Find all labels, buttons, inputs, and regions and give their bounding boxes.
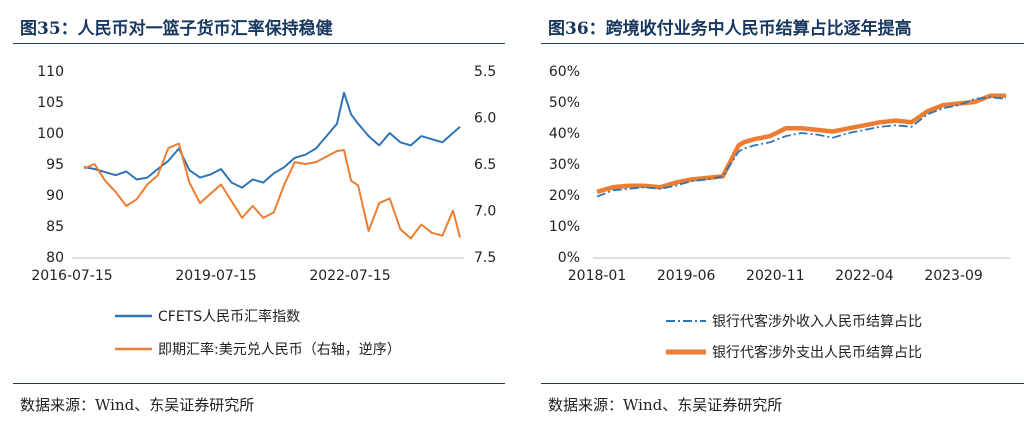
- y-tick-label: 10%: [549, 219, 580, 235]
- y-tick-label: 0%: [558, 250, 580, 266]
- x-tick-label: 2022-07-15: [309, 268, 390, 284]
- x-tick-label: 2019-06: [657, 268, 716, 284]
- cfets-usdcny-chart: 80 85 90 95 100 105 110 5.5 6.0 6.5 7.0 7.5 2016-07-…: [31, 64, 496, 358]
- legend-label: 银行代客涉外支出人民币结算占比: [712, 344, 922, 361]
- y2-tick-label: 7.0: [474, 204, 496, 220]
- figure-36-panel: 图36：跨境收付业务中人民币结算占比逐年提高 0% 10% 20% 30% 40% 50%…: [528, 0, 1024, 421]
- legend-label: 即期汇率:美元兑人民币（右轴，逆序）: [158, 341, 401, 358]
- chart-title: 图35：人民币对一篮子货币汇率保持稳健: [20, 19, 333, 39]
- line-series-1: [596, 96, 1007, 198]
- x-tick-label: 2023-09: [924, 268, 983, 284]
- y-tick-label: 85: [46, 219, 64, 235]
- y-tick-label: 95: [46, 157, 64, 173]
- y2-tick-label: 5.5: [474, 64, 496, 80]
- source-divider: [13, 383, 505, 384]
- y-tick-label: 90: [46, 188, 64, 204]
- x-tick-label: 2022-04: [835, 268, 894, 284]
- line-series-2: [83, 142, 461, 240]
- y-tick-label: 60%: [549, 64, 580, 80]
- y2-tick-label: 6.5: [474, 157, 496, 173]
- line-series-2: [596, 93, 1006, 195]
- y-tick-label: 80: [46, 250, 64, 266]
- x-tick-label: 2019-07-15: [175, 268, 256, 284]
- title-divider: [13, 43, 505, 44]
- line-series-1: [83, 91, 461, 189]
- x-tick-label: 2018-01: [568, 268, 627, 284]
- legend-label: 银行代客涉外收入人民币结算占比: [712, 313, 922, 330]
- x-tick-label: 2016-07-15: [31, 268, 112, 284]
- source-divider: [541, 383, 1024, 384]
- x-tick-label: 2020-11: [746, 268, 805, 284]
- y2-tick-label: 6.0: [474, 111, 496, 127]
- chart-title: 图36：跨境收付业务中人民币结算占比逐年提高: [548, 19, 912, 39]
- figure-35-panel: 图35：人民币对一篮子货币汇率保持稳健 80 85 90 95 100 105 110 5.5…: [0, 0, 505, 421]
- y-tick-label: 50%: [549, 95, 580, 111]
- y-tick-label: 110: [37, 64, 64, 80]
- data-source-note: 数据来源：Wind、东吴证券研究所: [20, 396, 255, 414]
- rmb-settlement-share-chart: 0% 10% 20% 30% 40% 50% 60% 2018-01 2019-06 2020-1…: [549, 64, 1010, 361]
- y-tick-label: 40%: [549, 126, 580, 142]
- y-tick-label: 30%: [549, 157, 580, 173]
- y2-tick-label: 7.5: [474, 250, 496, 266]
- y-tick-label: 100: [37, 126, 64, 142]
- data-source-note: 数据来源：Wind、东吴证券研究所: [548, 396, 783, 414]
- legend-label: CFETS人民币汇率指数: [158, 308, 300, 325]
- y-tick-label: 20%: [549, 188, 580, 204]
- y-tick-label: 105: [37, 95, 64, 111]
- title-divider: [541, 43, 1024, 44]
